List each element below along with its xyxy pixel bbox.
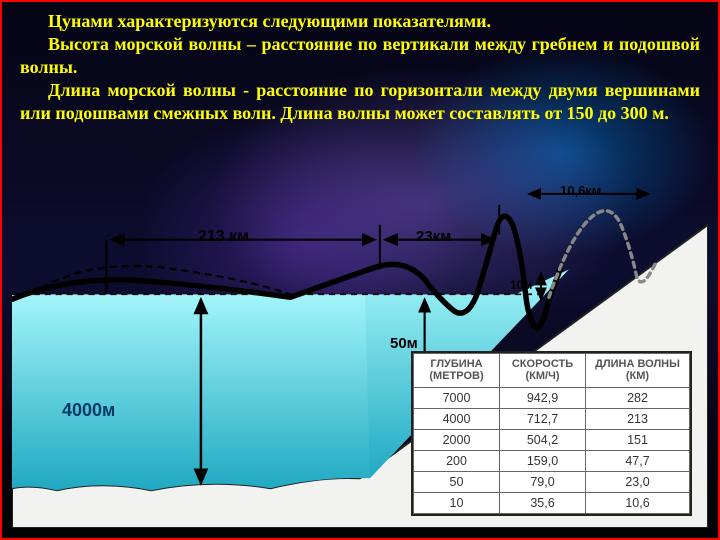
table-cell: 200: [414, 451, 500, 472]
label-height-shore: 10м: [510, 278, 532, 292]
depth-table: ГЛУБИНА(МЕТРОВ) СКОРОСТЬ(КМ/Ч) ДЛИНА ВОЛ…: [411, 351, 692, 516]
table-header-row: ГЛУБИНА(МЕТРОВ) СКОРОСТЬ(КМ/Ч) ДЛИНА ВОЛ…: [414, 353, 690, 387]
table-cell: 10: [414, 493, 500, 514]
table-cell: 712,7: [500, 409, 586, 430]
table-cell: 213: [586, 409, 690, 430]
table-cell: 4000: [414, 409, 500, 430]
table-cell: 10,6: [586, 493, 690, 514]
table-cell: 504,2: [500, 430, 586, 451]
table-cell: 50: [414, 472, 500, 493]
table-row: 7000942,9282: [414, 388, 690, 409]
table-cell: 47,7: [586, 451, 690, 472]
col-header-wavelength: ДЛИНА ВОЛНЫ(КМ): [586, 353, 690, 387]
label-span-3: 10,6км: [560, 183, 601, 198]
table-cell: 7000: [414, 388, 500, 409]
water-body: [12, 294, 370, 490]
description-text: Цунами характеризуются следующими показа…: [2, 2, 718, 129]
tsunami-diagram: 213 км 23км 10,6км 4000м 50м 10м ГЛУБИНА…: [12, 180, 708, 528]
table-cell: 151: [586, 430, 690, 451]
label-depth-mid: 50м: [390, 335, 418, 352]
table-row: 2000504,2151: [414, 430, 690, 451]
table-cell: 23,0: [586, 472, 690, 493]
table-row: 200159,047,7: [414, 451, 690, 472]
table-row: 1035,610,6: [414, 493, 690, 514]
table-cell: 942,9: [500, 388, 586, 409]
col-header-speed: СКОРОСТЬ(КМ/Ч): [500, 353, 586, 387]
label-span-1: 213 км: [198, 228, 249, 246]
label-span-2: 23км: [416, 228, 451, 245]
table-cell: 159,0: [500, 451, 586, 472]
table-row: 5079,023,0: [414, 472, 690, 493]
col-header-depth: ГЛУБИНА(МЕТРОВ): [414, 353, 500, 387]
paragraph-2: Высота морской волны – расстояние по вер…: [20, 33, 700, 79]
table-body: 7000942,92824000712,72132000504,21512001…: [414, 388, 690, 514]
slide: Цунами характеризуются следующими показа…: [0, 0, 720, 540]
table-row: 4000712,7213: [414, 409, 690, 430]
paragraph-3: Длина морской волны - расстояние по гори…: [20, 79, 700, 125]
label-depth-deep: 4000м: [62, 400, 115, 421]
paragraph-1: Цунами характеризуются следующими показа…: [20, 10, 700, 33]
table-cell: 282: [586, 388, 690, 409]
table-cell: 35,6: [500, 493, 586, 514]
table-cell: 2000: [414, 430, 500, 451]
table-cell: 79,0: [500, 472, 586, 493]
